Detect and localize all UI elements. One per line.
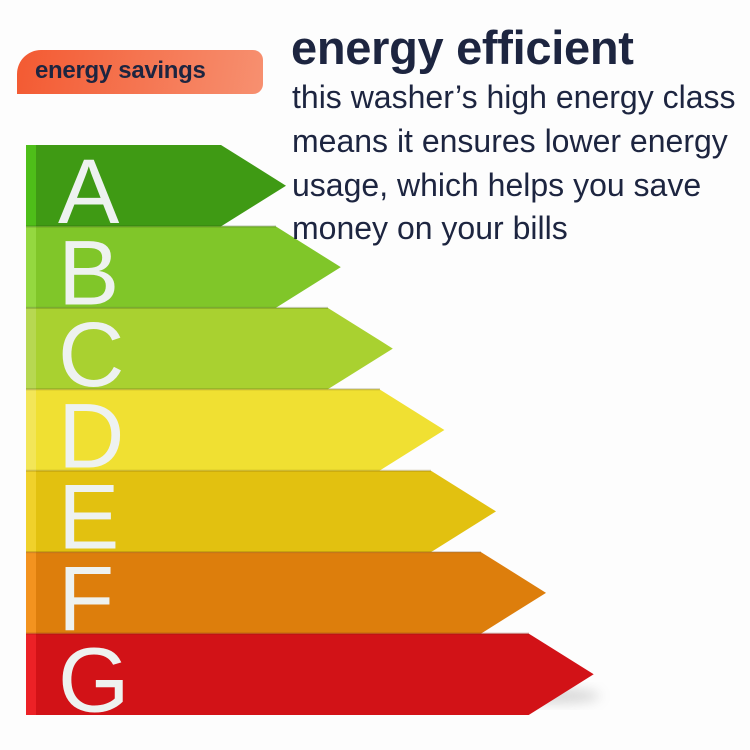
svg-text:G: G [58, 630, 130, 732]
